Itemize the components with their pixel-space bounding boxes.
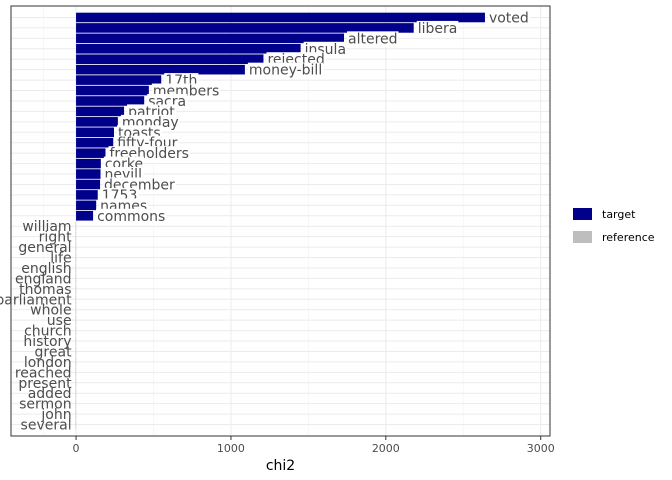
bar-label: whole [30, 303, 71, 319]
plot-panel-border [10, 5, 551, 437]
legend-label-reference: reference [602, 231, 655, 244]
bar-added [75, 388, 77, 399]
bar-fifty-four [76, 137, 114, 148]
bar-right [75, 231, 77, 242]
bar-commons [76, 210, 94, 221]
bar-label-background [416, 20, 459, 37]
bar-use [75, 315, 77, 325]
bar-parliament [75, 294, 77, 305]
bar-label-background [487, 10, 530, 27]
legend-key-reference [573, 231, 592, 243]
x-tick-label: 2000 [372, 442, 400, 455]
bar-john [75, 409, 77, 419]
bar-label: parliament [0, 292, 72, 308]
bar-label: life [50, 251, 71, 267]
bar-label-background [347, 31, 399, 48]
bars [75, 12, 485, 430]
bar-england [75, 273, 77, 284]
bar-freeholders [76, 148, 106, 158]
legend: target reference [573, 208, 655, 244]
bar-label-background [247, 62, 324, 79]
bar-thomas [75, 284, 77, 294]
bar-label: england [15, 271, 72, 287]
bar-members [76, 85, 149, 96]
bar-label: added [28, 386, 72, 402]
bar-label: english [21, 261, 71, 277]
bar-nevill [76, 169, 101, 179]
bar-17th [76, 75, 162, 85]
bar-reached [75, 367, 77, 378]
bar-label: libera [418, 21, 458, 37]
bar-label: history [23, 334, 71, 350]
bar-william [75, 221, 77, 232]
bar-december [76, 179, 101, 190]
bar-label: sermon [19, 397, 72, 413]
bar-label: use [47, 313, 72, 329]
bar-1753 [76, 190, 98, 200]
bar-label: william [22, 219, 71, 235]
bar-names [76, 200, 97, 211]
bar-sermon [75, 398, 77, 409]
bar-label: altered [348, 31, 398, 47]
bar-label: reached [15, 365, 72, 381]
bar-labels: votedliberaalteredinsularejectedmoney-bi… [0, 10, 530, 434]
bar-label: john [40, 407, 71, 423]
bar-english [75, 263, 77, 273]
bar-label: present [18, 376, 72, 392]
legend-key-target [573, 208, 592, 220]
bar-toasts [76, 127, 114, 138]
bar-label-background [96, 208, 167, 225]
x-axis: 0 1000 2000 3000 [73, 436, 555, 455]
bar-church [75, 325, 77, 336]
bar-libera [76, 23, 414, 33]
bar-label: thomas [19, 282, 71, 298]
bar-label: several [21, 418, 72, 434]
bar-label: church [24, 324, 71, 340]
bar-patriot [76, 106, 125, 117]
bar-several [75, 419, 77, 430]
x-axis-title: chi2 [266, 458, 295, 474]
bar-great [75, 346, 77, 357]
bar-life [75, 252, 77, 263]
bar-label: voted [489, 10, 529, 26]
bar-money-bill [76, 64, 245, 75]
bar-label: great [35, 344, 73, 360]
bar-whole [75, 304, 77, 315]
bar-altered [76, 33, 345, 44]
x-tick-label: 1000 [217, 442, 245, 455]
legend-label-target: target [602, 208, 636, 221]
bar-sacra [76, 96, 145, 106]
bar-rejected [76, 54, 264, 65]
bar-voted [76, 12, 485, 23]
x-tick-label: 3000 [527, 442, 555, 455]
x-tick-label: 0 [73, 442, 80, 455]
bar-history [75, 336, 77, 346]
bar-label: london [24, 355, 72, 371]
bar-general [75, 242, 77, 252]
bar-label: right [39, 230, 72, 246]
bar-label: commons [97, 209, 165, 225]
bar-corke [76, 158, 101, 169]
bar-present [75, 377, 77, 388]
bar-insula [76, 43, 301, 54]
bar-label: money-bill [249, 63, 322, 79]
bar-monday [76, 117, 118, 127]
bar-label: general [18, 240, 71, 256]
bar-london [75, 357, 77, 367]
